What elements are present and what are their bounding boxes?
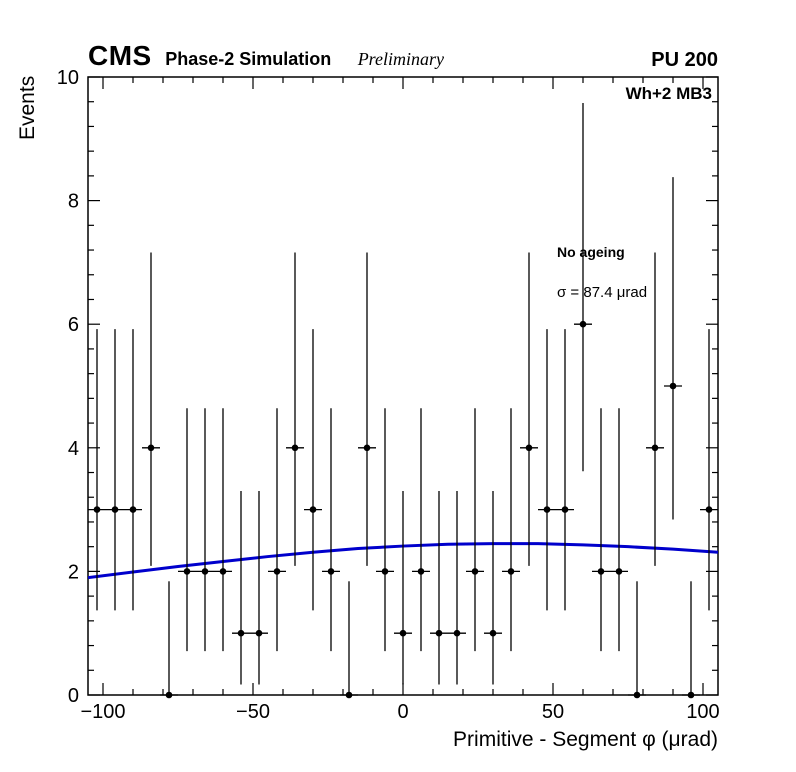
sigma-result-label: σ = 87.4 μrad [557, 284, 648, 301]
pileup-label: PU 200 [651, 49, 718, 71]
y-tick-label: 2 [68, 561, 79, 583]
data-point [363, 444, 371, 452]
data-point [525, 444, 533, 452]
y-tick-label: 0 [68, 685, 79, 707]
data-point [273, 568, 281, 575]
data-point [543, 506, 551, 513]
data-point [453, 629, 461, 637]
x-axis-title: Primitive - Segment φ (μrad) [453, 728, 718, 751]
y-tick-label: 10 [57, 67, 79, 89]
data-point [309, 506, 317, 513]
data-point [237, 629, 245, 637]
data-point [651, 444, 659, 452]
x-tick-label: −100 [80, 701, 125, 723]
data-point [417, 568, 425, 575]
data-point [327, 568, 335, 575]
ageing-scenario-label: No ageing [557, 244, 625, 260]
data-point [255, 629, 263, 637]
data-point [471, 568, 479, 575]
data-point [687, 691, 695, 699]
data-point [507, 568, 515, 575]
data-point [345, 691, 353, 699]
data-point [129, 506, 137, 513]
data-point [291, 444, 299, 452]
x-tick-label: 50 [542, 701, 564, 723]
data-point [201, 568, 209, 575]
data-point [165, 691, 173, 699]
phase2-simulation-label: Phase-2 Simulation [165, 49, 332, 69]
data-point [93, 506, 101, 513]
data-point [111, 506, 119, 513]
data-point [183, 568, 191, 575]
y-tick-label: 6 [68, 314, 79, 336]
dataset-label: Wh+2 MB3 [625, 84, 712, 103]
x-tick-label: 0 [397, 701, 408, 723]
data-point [435, 629, 443, 637]
data-point [561, 506, 569, 513]
data-point [615, 568, 623, 575]
data-point [399, 629, 407, 637]
data-point [705, 506, 713, 513]
data-point [381, 568, 389, 575]
y-tick-label: 4 [68, 438, 79, 460]
preliminary-label: Preliminary [357, 49, 445, 69]
data-point [579, 320, 587, 328]
data-point [219, 568, 227, 575]
header-left: CMS Phase-2 Simulation Preliminary [88, 40, 444, 72]
x-tick-label: −50 [236, 701, 270, 723]
data-point [147, 444, 155, 452]
data-point [633, 691, 641, 699]
cms-logo: CMS [88, 40, 152, 71]
plot-header: CMS Phase-2 Simulation Preliminary PU 20… [88, 40, 718, 72]
data-point [489, 629, 497, 637]
data-point [669, 382, 677, 390]
data-point [597, 568, 605, 575]
y-tick-label: 8 [68, 191, 79, 213]
x-tick-label: 100 [686, 701, 719, 723]
